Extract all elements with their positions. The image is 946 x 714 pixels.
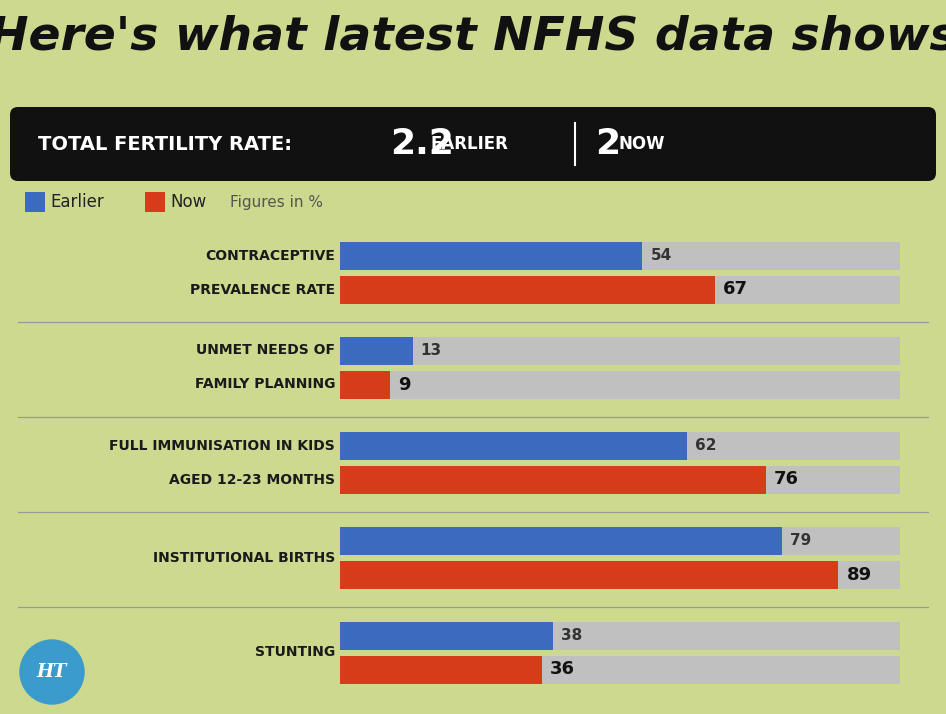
Bar bbox=[340, 560, 838, 588]
Bar bbox=[340, 276, 715, 303]
Bar bbox=[340, 431, 687, 460]
Text: 62: 62 bbox=[695, 438, 717, 453]
Bar bbox=[340, 371, 391, 398]
Bar bbox=[340, 621, 552, 650]
Text: 89: 89 bbox=[847, 565, 871, 583]
Text: PREVALENCE RATE: PREVALENCE RATE bbox=[190, 283, 335, 296]
Bar bbox=[340, 431, 900, 460]
Text: 13: 13 bbox=[421, 343, 442, 358]
Bar bbox=[340, 241, 642, 269]
Text: 36: 36 bbox=[550, 660, 574, 678]
Bar bbox=[25, 192, 45, 212]
Bar bbox=[340, 466, 765, 493]
Text: CONTRACEPTIVE: CONTRACEPTIVE bbox=[205, 248, 335, 263]
Bar bbox=[340, 526, 782, 555]
Text: EARLIER: EARLIER bbox=[430, 135, 508, 153]
Text: UNMET NEEDS OF: UNMET NEEDS OF bbox=[196, 343, 335, 358]
Text: 54: 54 bbox=[651, 248, 672, 263]
Text: Figures in %: Figures in % bbox=[230, 194, 323, 209]
Bar bbox=[340, 466, 900, 493]
Bar bbox=[340, 241, 900, 269]
Text: 38: 38 bbox=[561, 628, 582, 643]
Text: FULL IMMUNISATION IN KIDS: FULL IMMUNISATION IN KIDS bbox=[109, 438, 335, 453]
Text: 9: 9 bbox=[398, 376, 411, 393]
Bar bbox=[340, 560, 900, 588]
Text: TOTAL FERTILITY RATE:: TOTAL FERTILITY RATE: bbox=[38, 134, 292, 154]
Text: Earlier: Earlier bbox=[50, 193, 104, 211]
Text: NOW: NOW bbox=[618, 135, 664, 153]
Text: AGED 12-23 MONTHS: AGED 12-23 MONTHS bbox=[169, 473, 335, 486]
FancyBboxPatch shape bbox=[10, 107, 936, 181]
Bar bbox=[340, 526, 900, 555]
Text: 79: 79 bbox=[791, 533, 812, 548]
Text: FAMILY PLANNING: FAMILY PLANNING bbox=[195, 378, 335, 391]
Text: HT: HT bbox=[37, 663, 67, 681]
Text: INSTITUTIONAL BIRTHS: INSTITUTIONAL BIRTHS bbox=[152, 550, 335, 565]
Bar bbox=[340, 276, 900, 303]
Bar bbox=[340, 336, 412, 365]
Bar bbox=[340, 655, 542, 683]
Text: 2.2: 2.2 bbox=[390, 127, 454, 161]
Bar bbox=[340, 655, 900, 683]
Bar bbox=[340, 621, 900, 650]
Bar bbox=[340, 371, 900, 398]
Bar bbox=[145, 192, 165, 212]
Bar bbox=[340, 336, 900, 365]
Text: 67: 67 bbox=[723, 281, 748, 298]
Text: 76: 76 bbox=[774, 471, 798, 488]
Circle shape bbox=[20, 640, 84, 704]
Text: 2: 2 bbox=[595, 127, 621, 161]
Text: Now: Now bbox=[170, 193, 206, 211]
Text: Here's what latest NFHS data shows: Here's what latest NFHS data shows bbox=[0, 15, 946, 60]
Text: STUNTING: STUNTING bbox=[254, 645, 335, 660]
